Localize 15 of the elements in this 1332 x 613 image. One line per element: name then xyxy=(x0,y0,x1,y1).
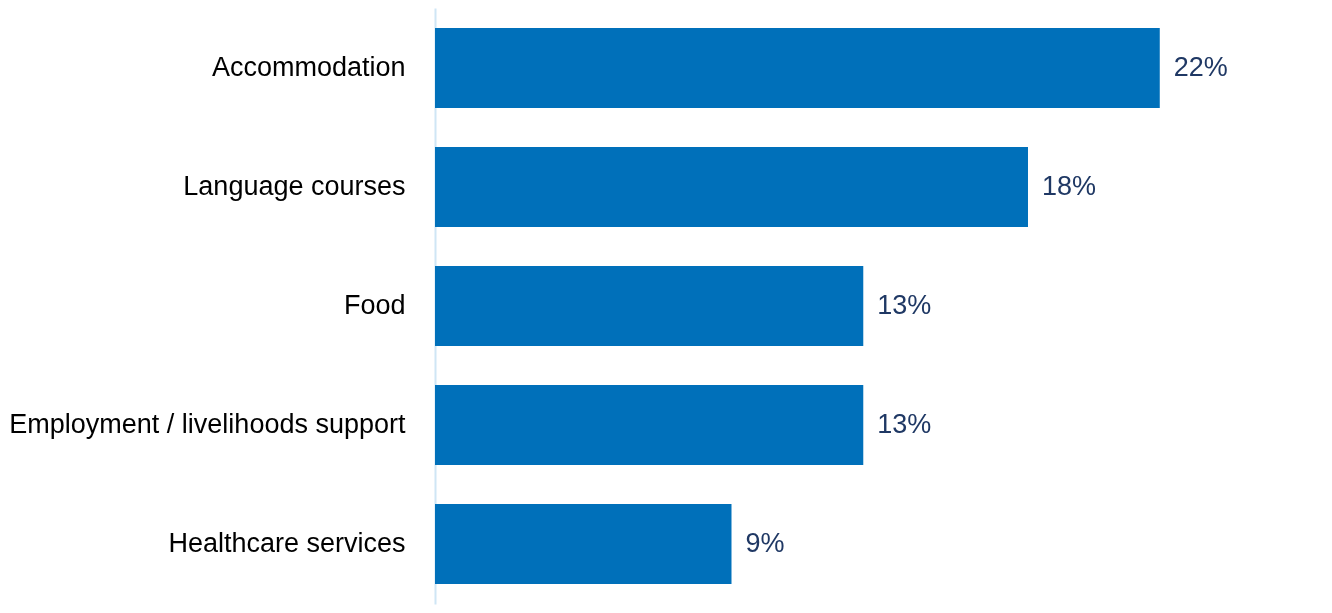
data-label: 22% xyxy=(1173,52,1228,83)
y-tick-label: Food xyxy=(343,290,406,320)
y-tick-label: Accommodation xyxy=(211,52,406,83)
bar xyxy=(435,147,1028,228)
data-label: 13% xyxy=(877,290,932,320)
bar xyxy=(435,28,1160,109)
data-label: 18% xyxy=(1041,171,1097,202)
y-tick-label: Language courses xyxy=(183,171,406,202)
y-tick-label: Employment / livelihoods support xyxy=(9,408,406,439)
bar xyxy=(435,266,864,346)
y-tick-label: Healthcare services xyxy=(168,527,406,558)
data-label: 9% xyxy=(745,527,785,558)
data-label: 13% xyxy=(877,408,932,439)
bar xyxy=(435,384,864,465)
bar xyxy=(435,503,732,584)
